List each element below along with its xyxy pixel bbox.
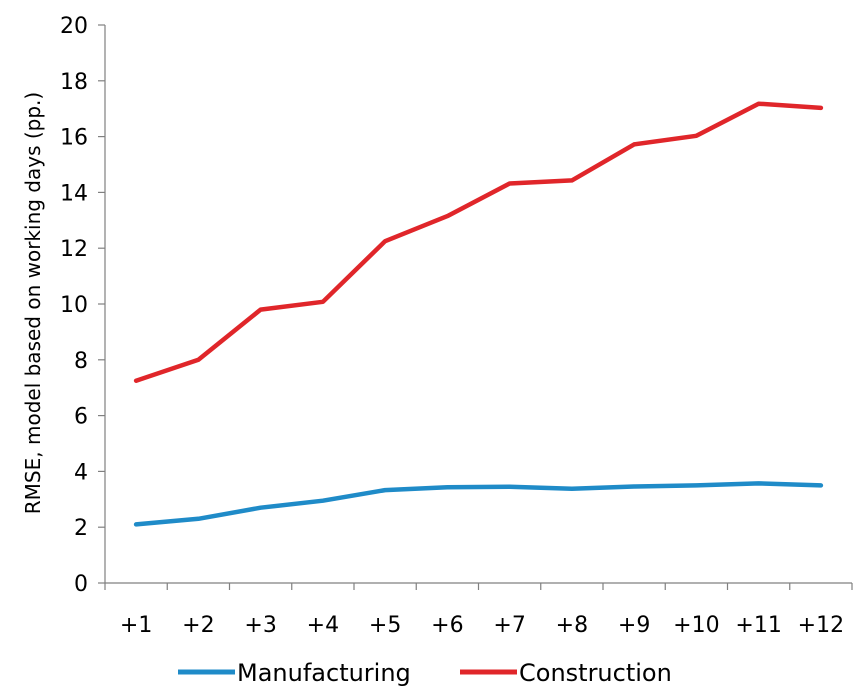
y-tick-label: 14 bbox=[60, 181, 88, 206]
y-axis-title: RMSE, model based on working days (pp.) bbox=[21, 92, 45, 514]
x-axis-ticks: +1 +2 +3 +4 +5 +6 +7 +8 +9 +10 +11 +12 bbox=[104, 583, 853, 638]
y-tick-label: 10 bbox=[60, 293, 88, 318]
x-tick-label: +9 bbox=[618, 613, 650, 638]
x-tick-label: +6 bbox=[431, 613, 463, 638]
x-tick-label: +11 bbox=[735, 613, 781, 638]
y-tick-label: 0 bbox=[74, 572, 88, 597]
y-tick-label: 16 bbox=[60, 126, 88, 151]
x-tick-label: +5 bbox=[369, 613, 401, 638]
y-tick-label: 2 bbox=[74, 516, 88, 541]
y-tick-label: 8 bbox=[74, 349, 88, 374]
series-line-construction bbox=[133, 101, 824, 383]
x-tick-label: +3 bbox=[244, 613, 276, 638]
x-tick-label: +2 bbox=[182, 613, 214, 638]
y-tick-label: 12 bbox=[60, 237, 88, 262]
y-tick-label: 4 bbox=[74, 460, 88, 485]
y-tick-label: 6 bbox=[74, 405, 88, 430]
legend-label-manufacturing: Manufacturing bbox=[237, 659, 411, 687]
y-tick-label: 18 bbox=[60, 70, 88, 95]
legend: Manufacturing Construction bbox=[178, 659, 672, 687]
x-tick-label: +4 bbox=[307, 613, 339, 638]
y-axis-ticks: 0 2 4 6 8 10 12 14 16 18 20 bbox=[60, 14, 105, 597]
legend-label-construction: Construction bbox=[519, 659, 672, 687]
x-tick-label: +10 bbox=[673, 613, 719, 638]
y-tick-label: 20 bbox=[60, 14, 88, 39]
series-line-manufacturing bbox=[133, 481, 824, 527]
x-tick-label: +12 bbox=[798, 613, 844, 638]
x-tick-label: +1 bbox=[120, 613, 152, 638]
axes bbox=[104, 25, 852, 584]
x-tick-label: +7 bbox=[493, 613, 525, 638]
x-tick-label: +8 bbox=[556, 613, 588, 638]
series-lines bbox=[133, 101, 824, 527]
